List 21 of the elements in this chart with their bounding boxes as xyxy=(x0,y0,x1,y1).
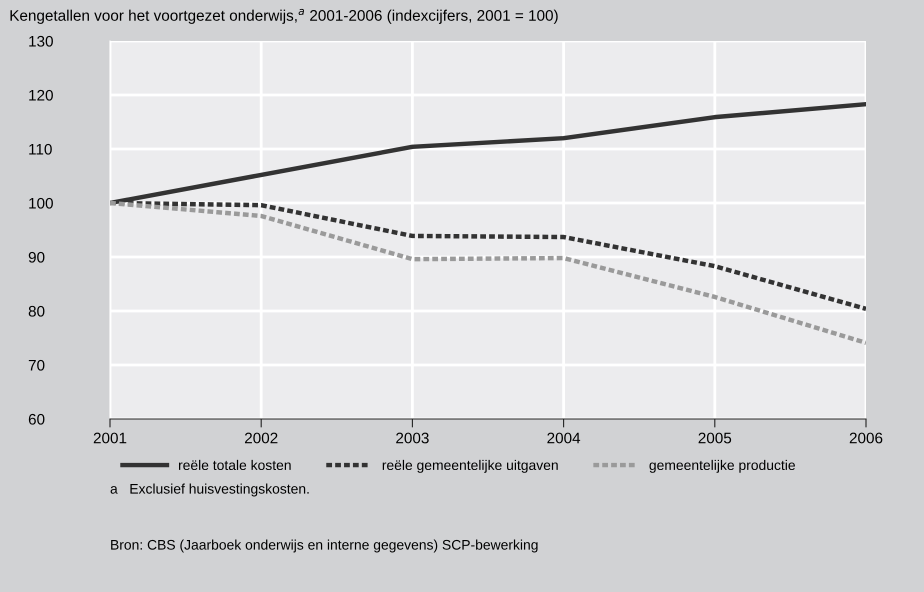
y-tick-label: 130 xyxy=(29,36,53,47)
legend-label: gemeentelijke productie xyxy=(649,460,795,473)
x-tick-label: 2003 xyxy=(396,432,429,444)
y-tick-label: 70 xyxy=(28,360,44,371)
y-tick-label: 110 xyxy=(29,144,52,155)
x-tick-label: 2002 xyxy=(244,432,278,444)
legend-label: reële totale kosten xyxy=(178,460,291,470)
text: a Exclusief huisvestingskosten. xyxy=(110,484,309,496)
legend-label: reële gemeentelijke uitgaven xyxy=(382,460,558,473)
y-tick-label: 60 xyxy=(28,414,44,425)
x-tick-label: 2001 xyxy=(94,432,126,444)
x-tick-label: 2004 xyxy=(547,432,580,444)
line-series xyxy=(110,200,866,346)
y-tick-label: 80 xyxy=(28,306,44,317)
text: Bron: CBS (Jaarboek onderwijs en interne gegevens) SCP-bewerking xyxy=(111,540,538,552)
x-tick-label: 2006 xyxy=(850,432,882,444)
y-tick-label: 90 xyxy=(28,252,44,263)
chart-title: Kengetallen voor het voortgezet onderwijs,$^{a}$ 2001-2006 (indexcijfers, 2001 = 100) xyxy=(10,8,558,24)
x-tick-label: 2005 xyxy=(698,432,732,444)
y-tick-label: 100 xyxy=(29,198,53,209)
y-tick-label: 120 xyxy=(29,90,53,101)
